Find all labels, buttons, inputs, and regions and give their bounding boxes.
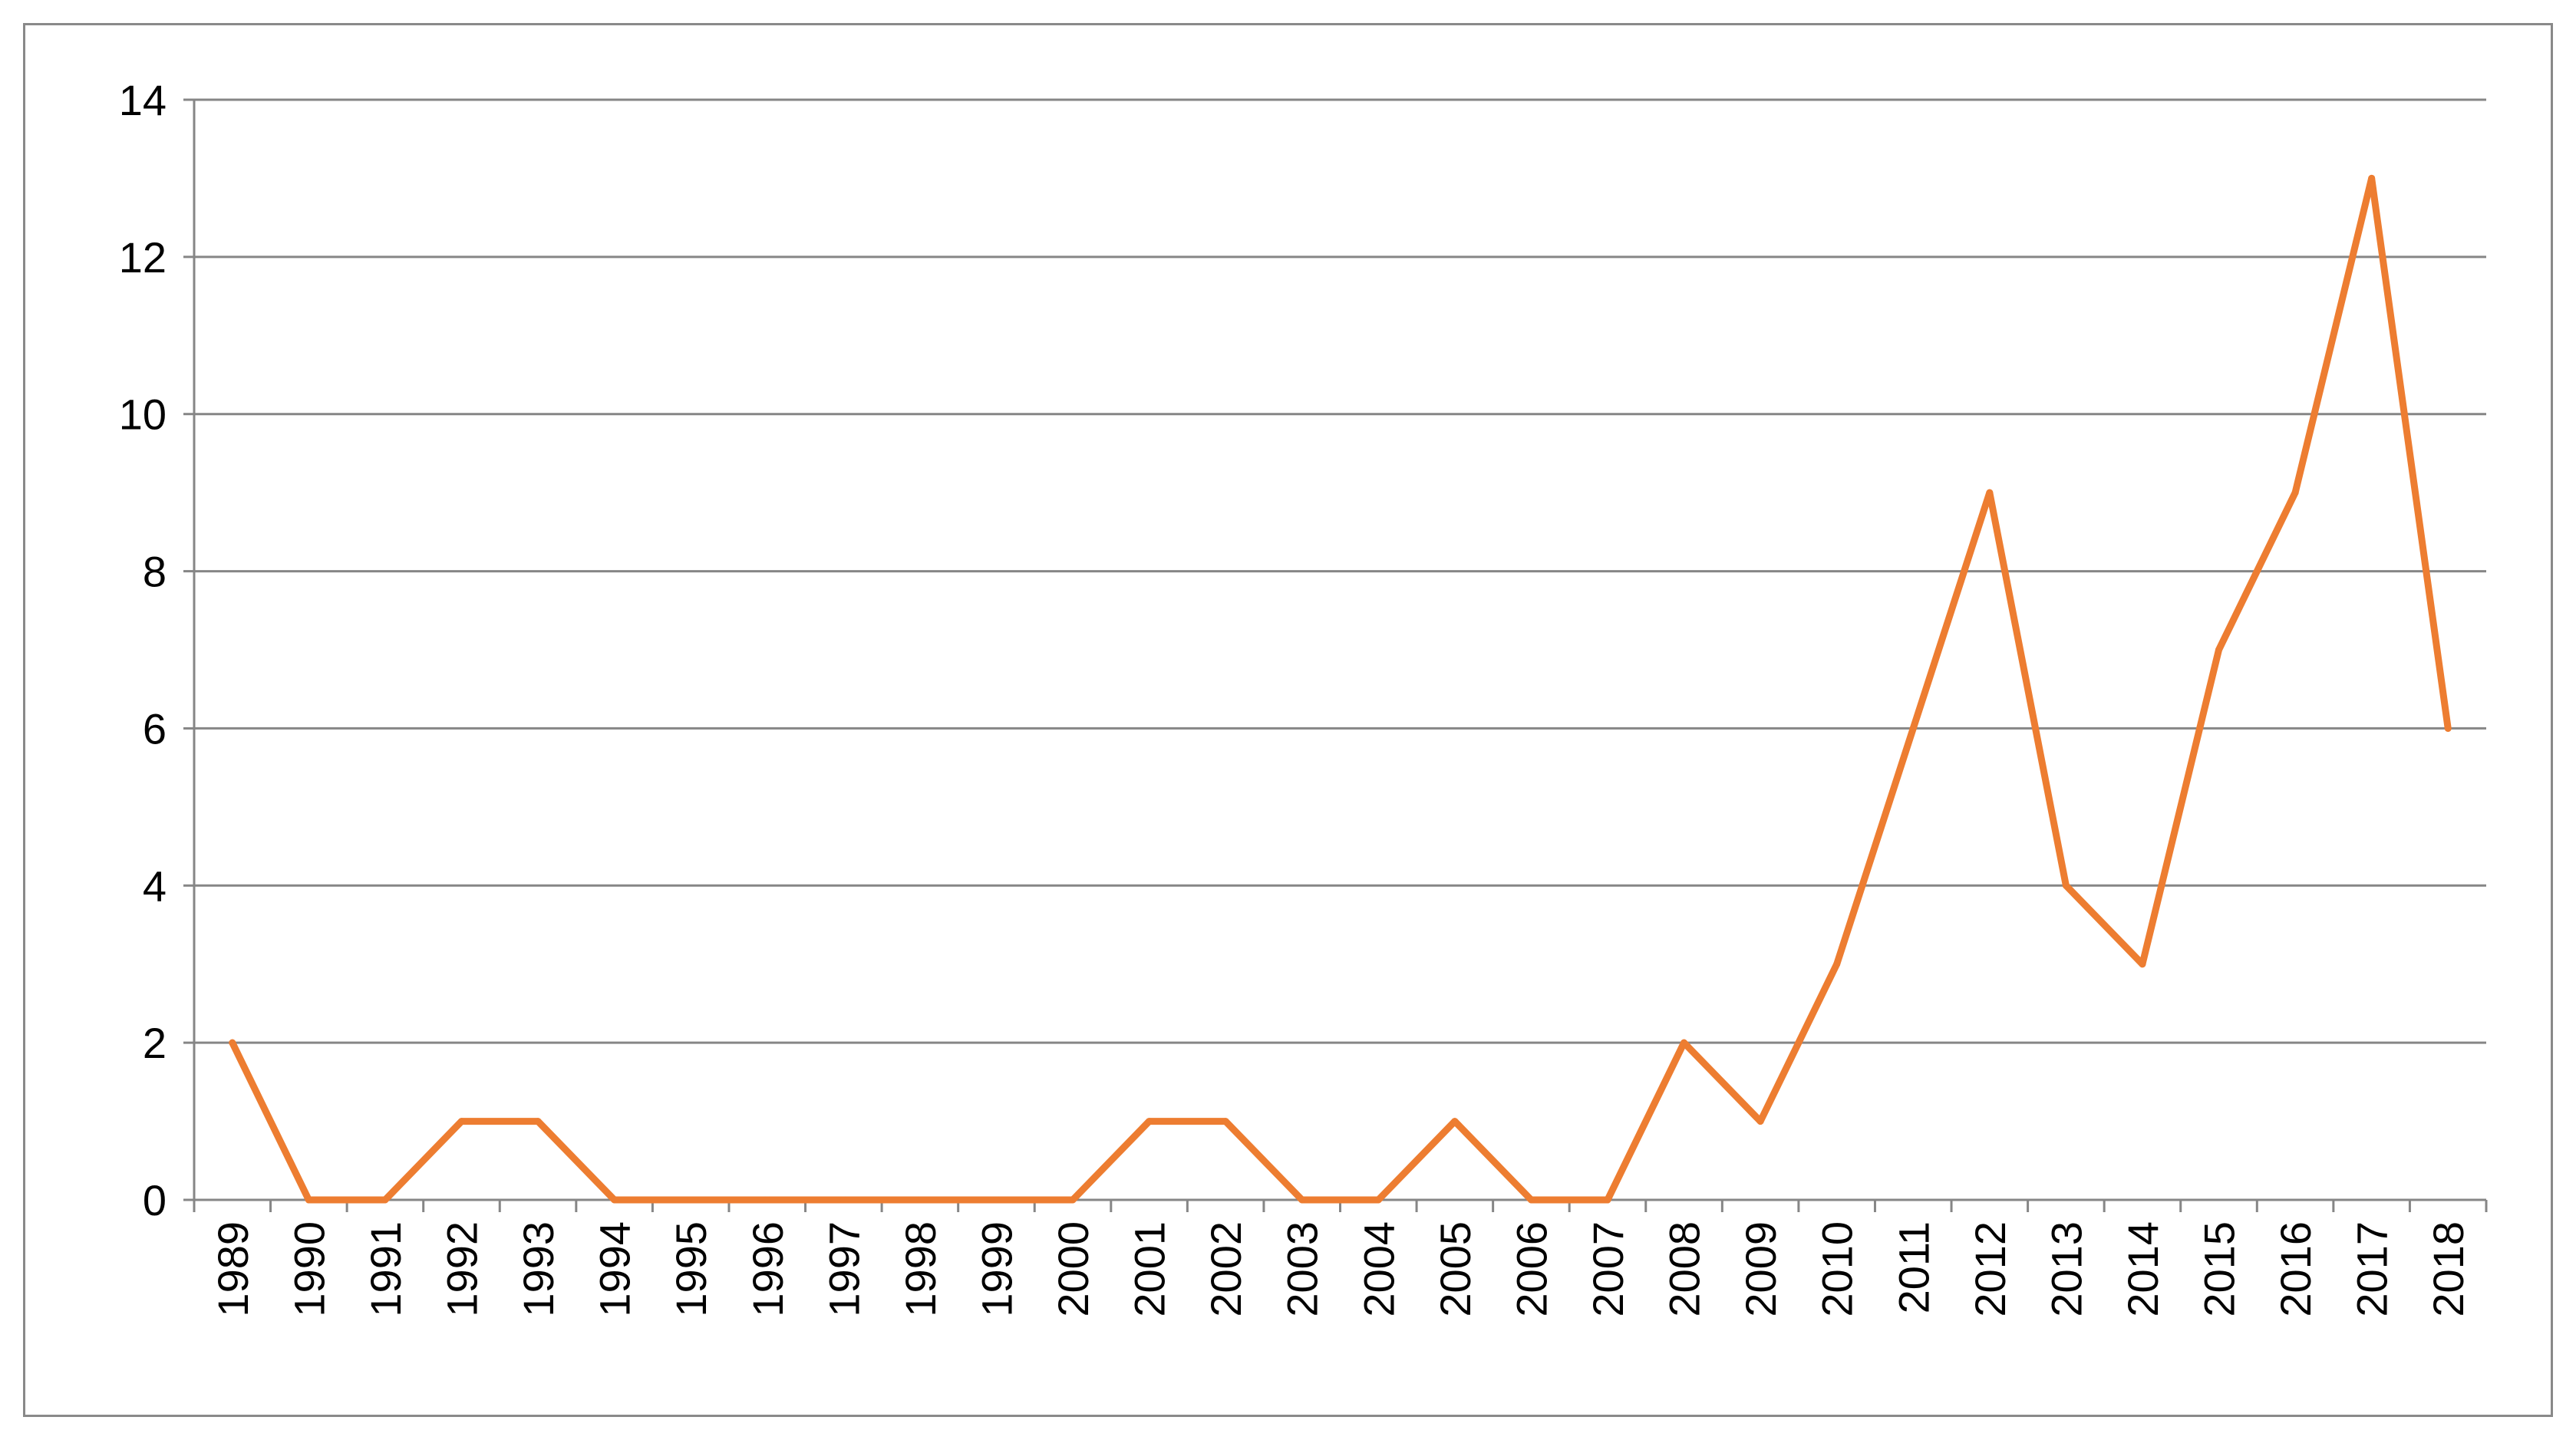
x-tick-label: 2004 <box>1354 1221 1403 1317</box>
data-point <box>1604 1196 1611 1204</box>
data-point <box>381 1196 389 1204</box>
data-point <box>1986 489 1994 496</box>
x-tick-label: 2006 <box>1507 1221 1555 1317</box>
data-point <box>611 1196 618 1204</box>
y-tick-label: 12 <box>119 233 167 282</box>
data-point <box>2215 646 2223 654</box>
y-tick-label: 10 <box>119 390 167 439</box>
x-tick-label: 2001 <box>1126 1221 1174 1317</box>
data-point <box>1374 1196 1382 1204</box>
y-tick-label: 14 <box>119 76 167 124</box>
x-tick-label: 2000 <box>1049 1221 1097 1317</box>
data-point <box>839 1196 847 1204</box>
x-tick-label: 1994 <box>591 1221 639 1317</box>
x-tick-label: 2002 <box>1202 1221 1250 1317</box>
data-point <box>1298 1196 1306 1204</box>
x-tick-label: 2003 <box>1278 1221 1327 1317</box>
x-tick-label: 2014 <box>2119 1221 2167 1317</box>
data-point <box>1146 1118 1153 1125</box>
chart-frame: 0 2 4 6 8 10 12 14 1989 1990 1991 1992 1993 1994 1995… <box>23 23 2553 1417</box>
y-tick-label: 0 <box>143 1176 167 1224</box>
x-tick-label: 2012 <box>1966 1221 2014 1317</box>
x-tick-label: 2013 <box>2042 1221 2090 1317</box>
x-tick-label: 2005 <box>1431 1221 1479 1317</box>
data-point <box>2062 881 2070 889</box>
x-tick-label: 2018 <box>2424 1221 2472 1317</box>
x-tick-label: 2008 <box>1661 1221 1709 1317</box>
gridlines <box>194 98 2486 1044</box>
data-point <box>687 1196 694 1204</box>
x-tick-label: 1993 <box>514 1221 562 1317</box>
x-tick-label: 1990 <box>285 1221 333 1317</box>
x-tick-label: 2009 <box>1737 1221 1785 1317</box>
x-tick-label: 1997 <box>820 1221 868 1317</box>
data-point <box>1451 1118 1459 1125</box>
data-point <box>1833 961 1841 968</box>
data-point <box>1909 724 1917 732</box>
x-tick-label: 1998 <box>896 1221 945 1317</box>
x-tick-label: 2007 <box>1584 1221 1632 1317</box>
axes <box>183 98 2488 1212</box>
data-point <box>2368 174 2376 182</box>
y-tick-labels: 0 2 4 6 8 10 12 14 <box>119 76 167 1224</box>
data-point <box>305 1196 312 1204</box>
series-layer <box>229 174 2452 1204</box>
data-point <box>457 1118 465 1125</box>
data-point <box>2291 489 2299 496</box>
data-point <box>2444 724 2452 732</box>
x-tick-label: 1989 <box>209 1221 257 1317</box>
x-tick-label: 2015 <box>2195 1221 2244 1317</box>
x-tick-label: 2011 <box>1889 1221 1938 1313</box>
x-tick-label: 1996 <box>744 1221 792 1317</box>
y-tick-label: 2 <box>143 1019 167 1067</box>
x-tick-label: 1992 <box>437 1221 486 1317</box>
y-tick-label: 8 <box>143 548 167 596</box>
data-point <box>534 1118 542 1125</box>
data-point <box>1222 1118 1229 1125</box>
x-tick-label: 1995 <box>667 1221 715 1317</box>
x-tick-label: 2017 <box>2348 1221 2396 1317</box>
data-point <box>916 1196 924 1204</box>
data-point <box>1681 1039 1688 1046</box>
series-line <box>229 174 2452 1204</box>
x-tick-label: 1991 <box>361 1221 410 1317</box>
data-point <box>2139 961 2146 968</box>
data-point <box>1069 1196 1077 1204</box>
data-point <box>992 1196 1000 1204</box>
x-tick-label: 2016 <box>2271 1221 2320 1317</box>
x-tick-labels: 1989 1990 1991 1992 1993 1994 1995 1996 1997 1998… <box>209 1221 2472 1317</box>
data-point <box>1527 1196 1535 1204</box>
y-tick-label: 4 <box>143 862 167 910</box>
x-tick-label: 2010 <box>1813 1221 1862 1317</box>
line-chart: 0 2 4 6 8 10 12 14 1989 1990 1991 1992 1993 1994 1995… <box>119 76 2488 1317</box>
y-tick-label: 6 <box>143 704 167 753</box>
data-point <box>1756 1118 1764 1125</box>
x-tick-label: 1999 <box>972 1221 1021 1317</box>
data-point <box>764 1196 771 1204</box>
data-point <box>229 1039 236 1046</box>
